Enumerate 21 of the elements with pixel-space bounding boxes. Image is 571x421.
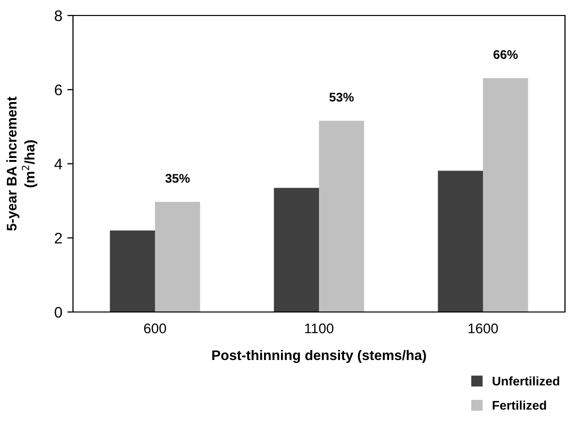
bar bbox=[438, 170, 483, 312]
y-tick-label: 8 bbox=[54, 10, 62, 22]
y-axis-title: 5-year BA increment (m$^{2}$/ha) bbox=[6, 96, 38, 231]
legend-label: Unfertilized bbox=[492, 376, 560, 386]
y-tick-label: 0 bbox=[54, 306, 62, 318]
x-axis-title: Post-thinning density (stems/ha) bbox=[212, 350, 426, 363]
bar bbox=[110, 230, 155, 312]
annotation: 35% bbox=[165, 174, 190, 183]
y-tick-label: 2 bbox=[54, 232, 62, 244]
y-tick-label: 6 bbox=[54, 84, 62, 96]
x-tick-label: 1600 bbox=[468, 323, 498, 334]
annotation: 66% bbox=[494, 50, 518, 59]
x-tick-label: 600 bbox=[144, 323, 166, 334]
legend-label: Fertilized bbox=[492, 400, 546, 410]
bar bbox=[274, 188, 319, 312]
annotation: 53% bbox=[329, 92, 354, 102]
bar bbox=[155, 202, 200, 312]
y-tick-label: 4 bbox=[54, 158, 62, 170]
x-tick-label: 1100 bbox=[305, 323, 334, 334]
bar bbox=[483, 78, 528, 312]
bar bbox=[319, 120, 364, 312]
